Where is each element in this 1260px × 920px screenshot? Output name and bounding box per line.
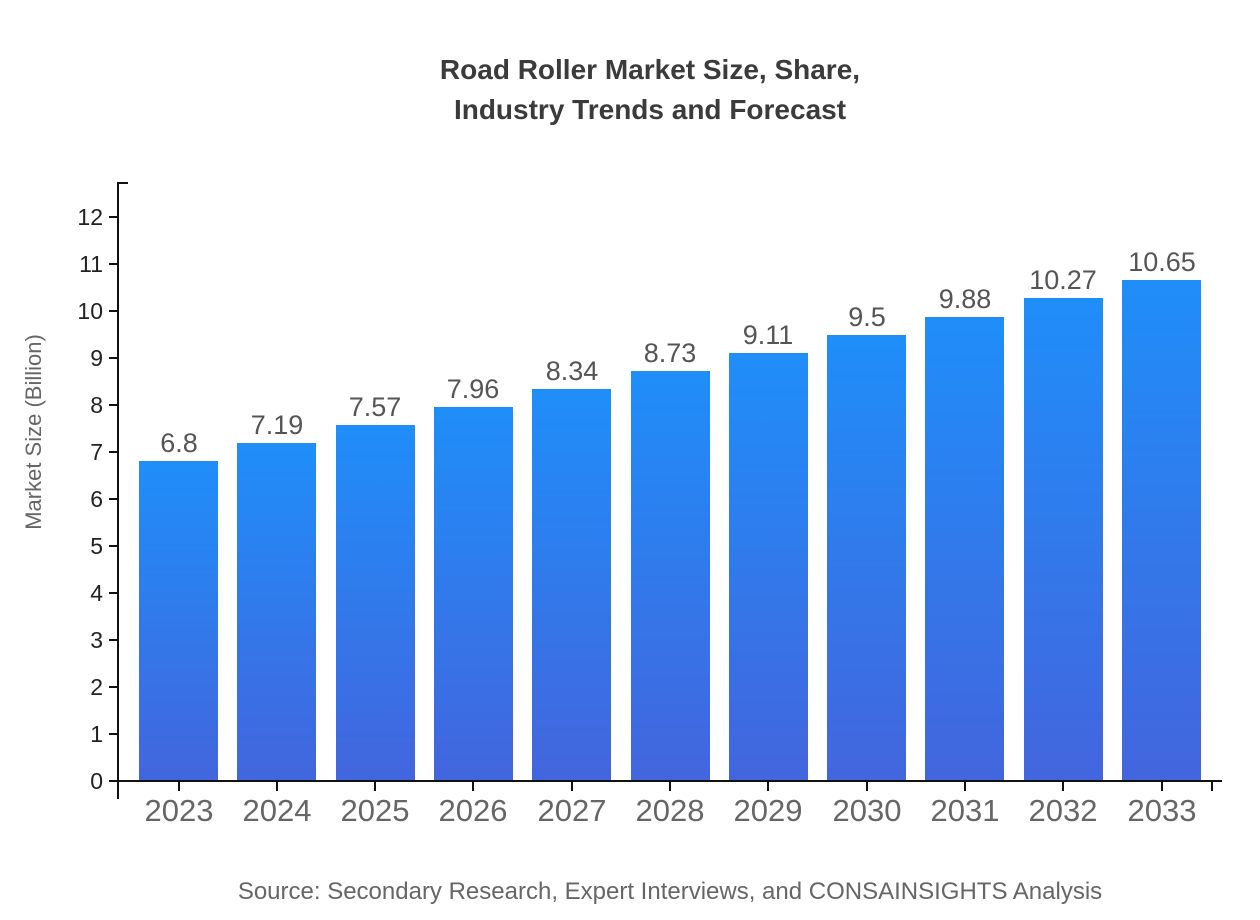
x-axis-year-label: 2026: [438, 793, 508, 828]
bar: [1024, 298, 1103, 780]
source-note: Source: Secondary Research, Expert Inter…: [237, 878, 1103, 905]
x-tick: [276, 782, 278, 791]
x-axis-year-label: 2029: [733, 793, 803, 828]
y-tick: [109, 310, 117, 312]
x-tick: [964, 782, 966, 791]
y-tick: [109, 357, 117, 359]
y-tick: [109, 686, 117, 688]
y-tick-label: 2: [90, 674, 103, 700]
bar-value-label: 9.88: [938, 284, 992, 314]
y-tick-label: 3: [90, 627, 103, 653]
x-tick: [472, 782, 474, 791]
bar: [434, 407, 513, 780]
x-axis-year-label: 2023: [144, 793, 214, 828]
bar: [336, 425, 415, 780]
x-axis-year-label: 2028: [635, 793, 705, 828]
y-tick: [109, 451, 117, 453]
chart-title: Road Roller Market Size, Share, Industry…: [40, 50, 1260, 132]
x-tick: [866, 782, 868, 791]
x-axis-year-label: 2027: [537, 793, 607, 828]
y-tick: [109, 592, 117, 594]
y-tick-label: 7: [90, 439, 103, 465]
y-axis-top-cap-tick: [117, 182, 128, 184]
x-axis-year-label: 2033: [1127, 793, 1197, 828]
x-tick: [669, 782, 671, 791]
x-axis-line: [109, 780, 1222, 782]
y-tick: [109, 545, 117, 547]
bar: [729, 353, 808, 780]
y-tick: [109, 780, 117, 782]
x-tick: [1161, 782, 1163, 791]
bar: [1122, 280, 1201, 780]
y-tick: [109, 216, 117, 218]
bar-value-label: 9.11: [742, 320, 794, 350]
y-tick-label: 6: [90, 486, 103, 512]
y-tick-label: 0: [90, 768, 103, 794]
chart-title-line1: Road Roller Market Size, Share,: [439, 54, 861, 85]
x-axis-year-label: 2025: [340, 793, 410, 828]
bar: [237, 443, 316, 780]
x-tick: [178, 782, 180, 791]
y-tick-label: 12: [77, 204, 103, 230]
y-tick: [109, 263, 117, 265]
x-axis-end-tick: [1211, 782, 1213, 791]
y-tick-label: 1: [90, 721, 103, 747]
y-tick: [109, 404, 117, 406]
bar: [631, 371, 710, 780]
bar-value-label: 8.34: [545, 356, 599, 386]
y-tick-label: 10: [77, 298, 103, 324]
y-axis-line: [117, 182, 119, 799]
y-tick: [109, 733, 117, 735]
bar-value-label: 10.27: [1029, 265, 1097, 295]
y-tick-label: 5: [90, 533, 103, 559]
y-tick-label: 11: [79, 251, 103, 277]
bar-value-label: 7.96: [446, 374, 500, 404]
x-tick: [571, 782, 573, 791]
x-tick: [1062, 782, 1064, 791]
y-tick: [109, 639, 117, 641]
chart-title-line2: Industry Trends and Forecast: [453, 94, 847, 125]
bar-value-label: 6.8: [160, 428, 198, 458]
bar: [139, 461, 218, 780]
bar: [925, 317, 1004, 780]
bar: [827, 335, 906, 780]
bar-value-label: 9.5: [848, 302, 886, 332]
y-tick: [109, 498, 117, 500]
x-axis-year-label: 2030: [832, 793, 902, 828]
bar-value-label: 10.65: [1128, 247, 1196, 277]
bar-value-label: 8.73: [643, 338, 697, 368]
bar-value-label: 7.57: [348, 392, 402, 422]
y-tick-label: 9: [90, 345, 103, 371]
y-tick-label: 4: [90, 580, 103, 606]
x-axis-year-label: 2024: [242, 793, 312, 828]
x-axis-year-label: 2031: [930, 793, 1000, 828]
y-tick-label: 8: [90, 392, 103, 418]
x-tick: [374, 782, 376, 791]
bar: [532, 389, 611, 780]
x-axis-year-label: 2032: [1028, 793, 1098, 828]
x-tick: [767, 782, 769, 791]
bar-value-label: 7.19: [250, 410, 304, 440]
